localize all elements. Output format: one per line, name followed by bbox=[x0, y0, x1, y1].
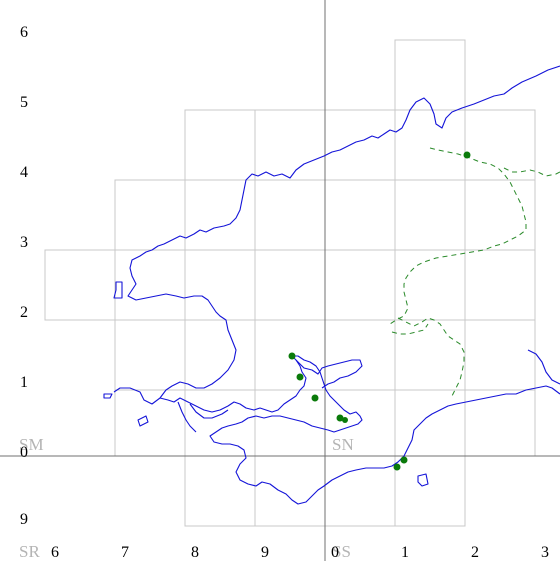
coastline-west-islands bbox=[103, 393, 149, 427]
grid-cell bbox=[184, 109, 256, 181]
record-point bbox=[296, 373, 304, 381]
grid-cell bbox=[44, 249, 116, 321]
record-point bbox=[288, 352, 296, 360]
boundary-line-loop bbox=[391, 323, 429, 335]
northing-label: 5 bbox=[20, 94, 28, 111]
easting-label: 3 bbox=[541, 544, 549, 561]
record-point bbox=[342, 417, 348, 423]
grid-cell bbox=[114, 179, 186, 251]
northing-label: 1 bbox=[20, 374, 28, 391]
grid-cell bbox=[394, 455, 466, 527]
easting-label: 8 bbox=[191, 544, 199, 561]
coastline-bay-inner bbox=[177, 401, 229, 433]
northing-label: 3 bbox=[20, 234, 28, 251]
square-label-ss: SS bbox=[332, 542, 351, 561]
grid-cell bbox=[324, 179, 396, 251]
grid-cell bbox=[324, 319, 396, 391]
northing-label: 6 bbox=[20, 24, 28, 41]
coastline bbox=[103, 65, 560, 505]
grid-cell bbox=[184, 389, 256, 457]
square-label-sm: SM bbox=[19, 435, 44, 454]
record-point bbox=[336, 414, 344, 422]
boundary-line-main bbox=[389, 147, 527, 325]
grid-cell bbox=[394, 389, 466, 457]
northing-label: 9 bbox=[20, 511, 28, 528]
coastline-milford-haven bbox=[159, 355, 560, 505]
grid-cell bbox=[184, 179, 256, 251]
boundary-line-east bbox=[503, 167, 560, 177]
easting-label: 6 bbox=[51, 544, 59, 561]
coastline-mainland bbox=[113, 65, 560, 405]
grid-cell bbox=[114, 249, 186, 321]
hectad-grid bbox=[44, 39, 536, 527]
northing-label: 4 bbox=[20, 164, 28, 181]
record-points bbox=[288, 151, 471, 471]
record-point bbox=[393, 463, 401, 471]
square-label-sr: SR bbox=[19, 542, 40, 561]
grid-cell bbox=[324, 249, 396, 321]
grid-cell bbox=[394, 319, 466, 391]
grid-cell bbox=[114, 319, 186, 391]
coastline-estuary bbox=[295, 359, 363, 389]
grid-cell bbox=[184, 319, 256, 391]
grid-cell bbox=[324, 455, 396, 527]
record-point bbox=[311, 394, 319, 402]
easting-label: 2 bbox=[471, 544, 479, 561]
northing-label: 2 bbox=[20, 304, 28, 321]
record-point bbox=[400, 456, 408, 464]
record-point bbox=[463, 151, 471, 159]
grid-cell bbox=[254, 249, 326, 321]
grid-cell bbox=[394, 39, 466, 111]
grid-cell bbox=[464, 179, 536, 251]
coastline-offshore-island bbox=[417, 473, 429, 487]
northing-label: 0 bbox=[20, 444, 28, 461]
easting-label: 1 bbox=[401, 544, 409, 561]
grid-cell bbox=[464, 319, 536, 391]
grid-cell bbox=[324, 109, 396, 181]
grid-cell bbox=[394, 179, 466, 251]
grid-cell bbox=[254, 109, 326, 181]
easting-label: 7 bbox=[121, 544, 129, 561]
square-label-sn: SN bbox=[332, 435, 354, 454]
easting-label: 9 bbox=[261, 544, 269, 561]
county-boundary bbox=[389, 147, 560, 397]
grid-cell bbox=[254, 179, 326, 251]
easting-label: 0 bbox=[331, 544, 339, 561]
grid-cell bbox=[464, 249, 536, 321]
coastline-islands-north bbox=[113, 281, 123, 299]
coastline-bay-east bbox=[527, 349, 560, 385]
grid-cell bbox=[184, 249, 256, 321]
grid-cell bbox=[184, 455, 256, 527]
grid-cell bbox=[114, 389, 186, 457]
boundary-line-branch bbox=[397, 317, 465, 397]
grid-cell bbox=[254, 455, 326, 527]
